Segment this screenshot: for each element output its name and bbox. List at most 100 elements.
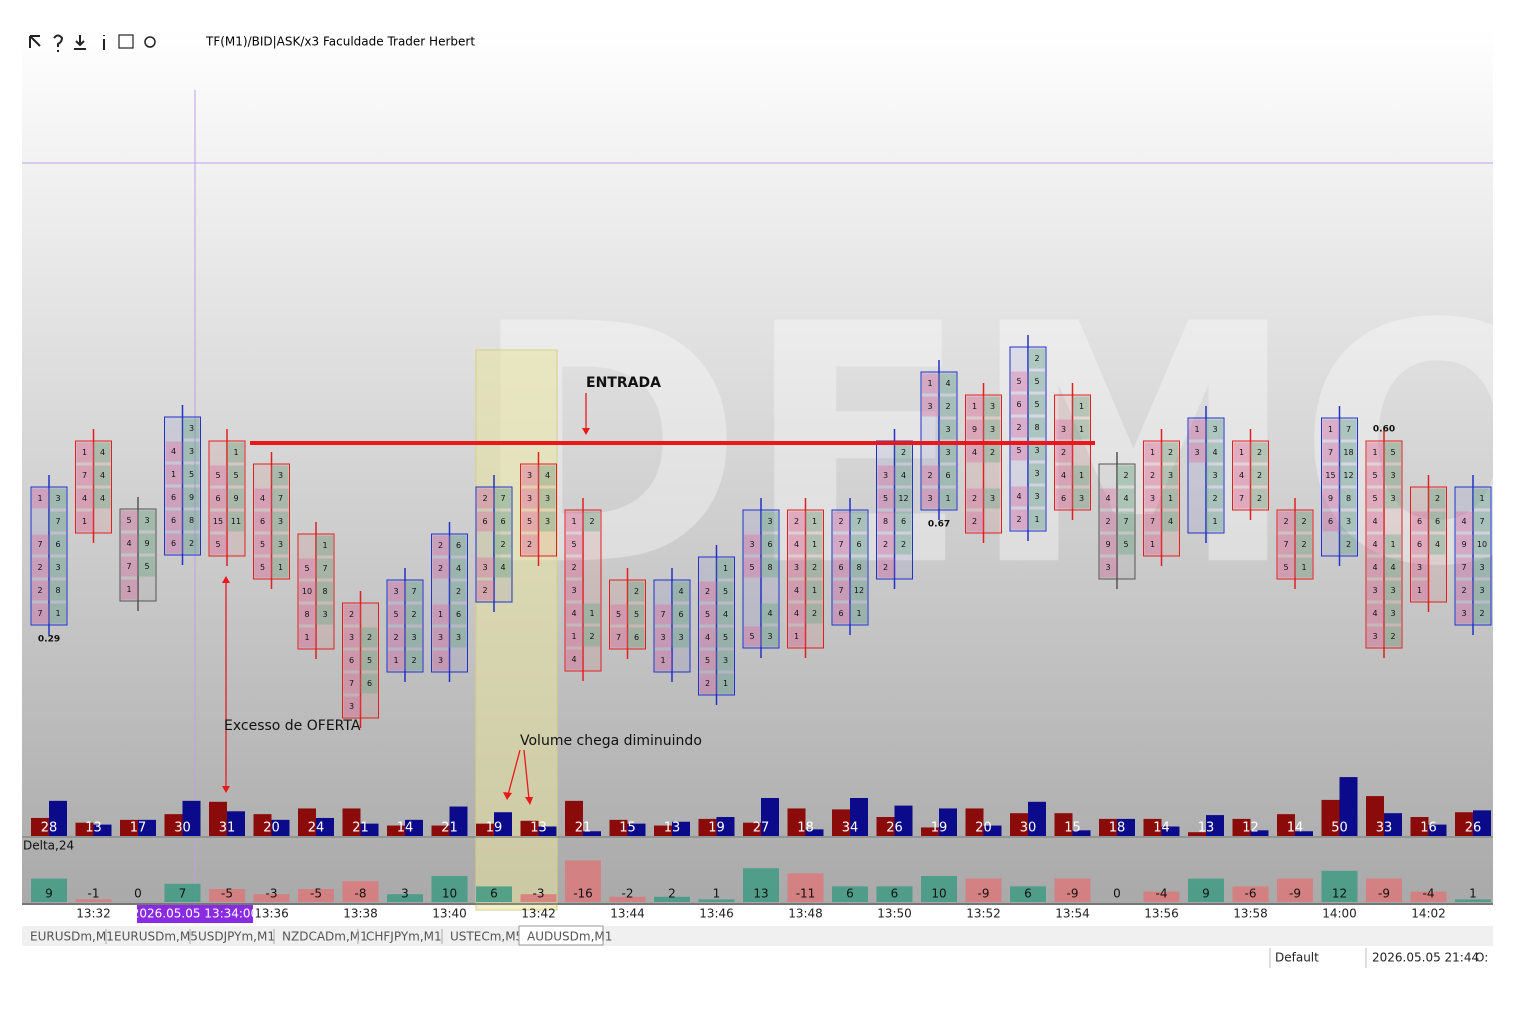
toolbar-icons[interactable] [29, 34, 156, 53]
bid-shade [966, 419, 984, 440]
bid-shade [922, 488, 939, 509]
volume-label: 27 [753, 821, 770, 836]
ask-volume: 3 [1390, 586, 1395, 595]
delta-label: Delta,24 [23, 839, 74, 853]
delta-bar [1232, 886, 1269, 902]
bid-volume: 3 [1194, 448, 1199, 457]
ask-shade [405, 581, 422, 602]
ask-shade [1473, 557, 1490, 578]
tab[interactable]: EURUSDm,M5 [114, 930, 198, 944]
ask-volume: 4 [500, 563, 505, 572]
tab[interactable]: EURUSDm,M1 [30, 930, 114, 944]
icon-settings[interactable] [144, 36, 156, 48]
bid-volume: 2 [349, 610, 354, 619]
ask-volume-bar [1473, 810, 1491, 836]
annotation: Excesso de OFERTA [224, 718, 361, 734]
ask-shade [360, 673, 378, 694]
bid-shade [343, 696, 361, 717]
tab[interactable]: AUDUSDm,M1 [527, 930, 612, 944]
volume-label: 20 [263, 821, 280, 836]
ask-volume: 6 [1435, 517, 1440, 526]
bid-volume-bar [476, 823, 494, 836]
bid-shade [1456, 580, 1473, 601]
bid-shade [1367, 557, 1384, 578]
icon-help[interactable] [53, 34, 64, 53]
ask-shade [850, 603, 867, 624]
bid-volume: 1 [1150, 540, 1155, 549]
ask-shade [1295, 534, 1312, 555]
ask-volume: 5 [1034, 400, 1039, 409]
bid-volume-bar [965, 808, 984, 836]
cursor-label: 2026.05.05 13:34:00 [132, 907, 258, 921]
volume-label: 30 [1020, 821, 1037, 836]
volume-label: 19 [708, 821, 725, 836]
bid-shade [1322, 419, 1340, 440]
ask-volume: 3 [990, 425, 995, 434]
ask-shade [716, 650, 734, 671]
tab[interactable]: NZDCADm,M1 [282, 930, 368, 944]
bid-volume-bar [743, 822, 761, 836]
tab[interactable]: CHFJPYm,M1 [366, 930, 442, 944]
ask-shade [716, 673, 734, 694]
bid-shade [254, 557, 272, 578]
icon-chart[interactable] [118, 34, 134, 49]
bid-volume: 4 [1461, 517, 1466, 526]
ask-volume: 7 [411, 587, 416, 596]
bid-volume-bar [1143, 818, 1162, 836]
volume-label: 21 [575, 821, 592, 836]
candle-body [653, 579, 691, 673]
bid-shade [922, 396, 939, 417]
ask-shade [672, 627, 689, 648]
ask-shade [1161, 488, 1179, 509]
bid-volume: 3 [1417, 563, 1422, 572]
candle-body [297, 533, 335, 650]
ask-shade [672, 604, 689, 625]
icon-download[interactable] [74, 35, 86, 50]
bid-shade [210, 465, 227, 486]
time-label: 14:00 [1322, 907, 1357, 921]
bid-shade [744, 626, 761, 647]
candle-body [1321, 417, 1358, 557]
ask-volume: 3 [55, 494, 60, 503]
volume-label: 14 [1153, 821, 1170, 836]
bid-shade [1100, 534, 1117, 555]
delta-value: -6 [1245, 887, 1257, 901]
bid-volume: 7 [37, 540, 42, 549]
bid-shade [833, 557, 850, 578]
icon-cursor[interactable] [29, 35, 41, 48]
ask-shade [939, 419, 956, 440]
ask-volume: 4 [1390, 563, 1395, 572]
volume-label: 15 [619, 821, 636, 836]
bid-volume: 9 [1105, 540, 1110, 549]
time-label: 13:40 [432, 907, 467, 921]
ask-volume-bar [93, 824, 112, 836]
bid-volume: 3 [527, 471, 532, 480]
ask-shade [49, 603, 66, 624]
ask-volume: 2 [990, 448, 995, 457]
bid-volume: 4 [571, 609, 576, 618]
ask-shade [538, 511, 556, 532]
ask-shade [1206, 465, 1223, 486]
volume-label: 30 [174, 821, 191, 836]
volume-label: 19 [931, 821, 948, 836]
ask-volume-bar [1250, 830, 1269, 836]
bid-shade [1144, 534, 1162, 555]
delta-value: -11 [796, 887, 816, 901]
delta-value: -9 [1378, 887, 1390, 901]
ask-volume-bar [1117, 818, 1135, 836]
tab[interactable]: USDJPYm,M1 [198, 930, 275, 944]
bid-volume-bar [253, 814, 272, 836]
tab[interactable]: USTECm,M5 [450, 930, 523, 944]
bid-volume: 1 [126, 585, 131, 594]
ask-shade [1339, 534, 1357, 555]
bid-volume: 3 [1061, 425, 1066, 434]
ask-shade [1028, 394, 1045, 415]
bid-volume-bar [342, 808, 361, 836]
bid-shade [566, 580, 583, 601]
ask-volume: 8 [767, 563, 772, 572]
bid-volume: 4 [794, 540, 799, 549]
ask-shade [49, 580, 66, 601]
delta-value: -3 [266, 887, 278, 901]
bid-volume: 6 [1328, 517, 1333, 526]
bid-volume: 5 [393, 610, 398, 619]
